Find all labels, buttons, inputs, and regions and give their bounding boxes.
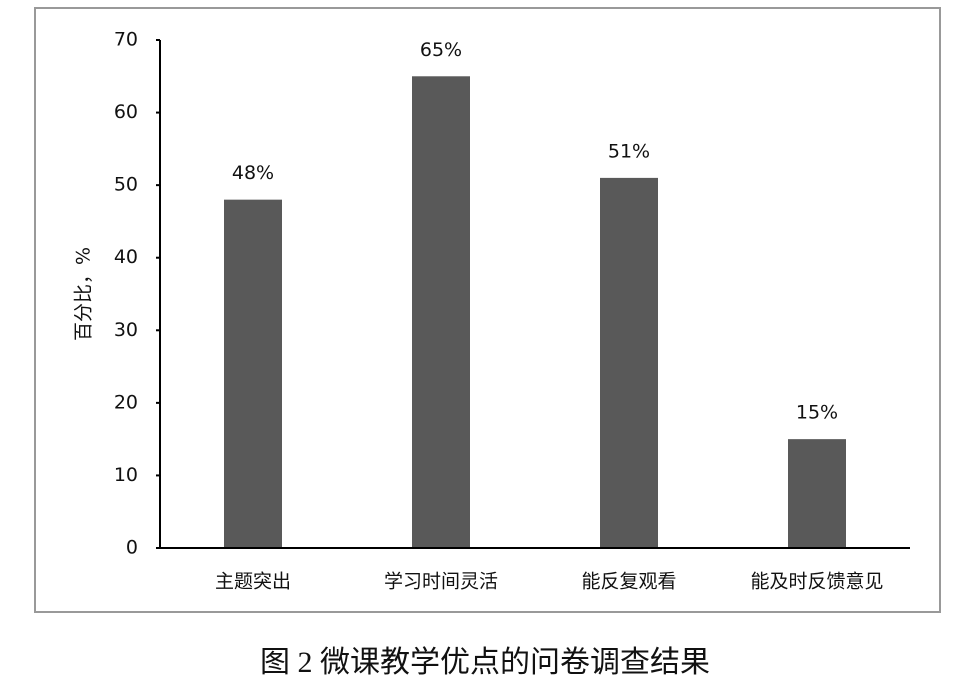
bar — [788, 439, 846, 548]
y-tick-label: 50 — [114, 174, 138, 196]
bar — [412, 76, 470, 549]
x-tick-label: 学习时间灵活 — [384, 571, 498, 593]
figure-caption: 图 2 微课教学优点的问卷调查结果 — [260, 646, 710, 679]
value-label: 15% — [796, 402, 838, 424]
x-tick-label: 能及时反馈意见 — [750, 571, 883, 593]
y-tick-label: 40 — [114, 246, 138, 268]
x-tick-label: 能反复观看 — [581, 571, 676, 593]
chart-frame — [34, 7, 941, 613]
x-tick-label: 主题突出 — [215, 571, 291, 593]
y-tick-label: 20 — [114, 391, 138, 413]
bar — [600, 177, 658, 548]
y-axis-label: 百分比，% — [73, 247, 95, 341]
y-tick-label: 0 — [126, 537, 138, 559]
y-tick-label: 30 — [114, 319, 138, 341]
value-label: 51% — [608, 140, 650, 162]
y-tick-label: 70 — [114, 29, 138, 51]
value-label: 48% — [232, 162, 274, 184]
value-label: 65% — [420, 39, 462, 61]
bar — [224, 199, 282, 548]
y-tick-label: 60 — [114, 101, 138, 123]
y-tick-label: 10 — [114, 464, 138, 486]
